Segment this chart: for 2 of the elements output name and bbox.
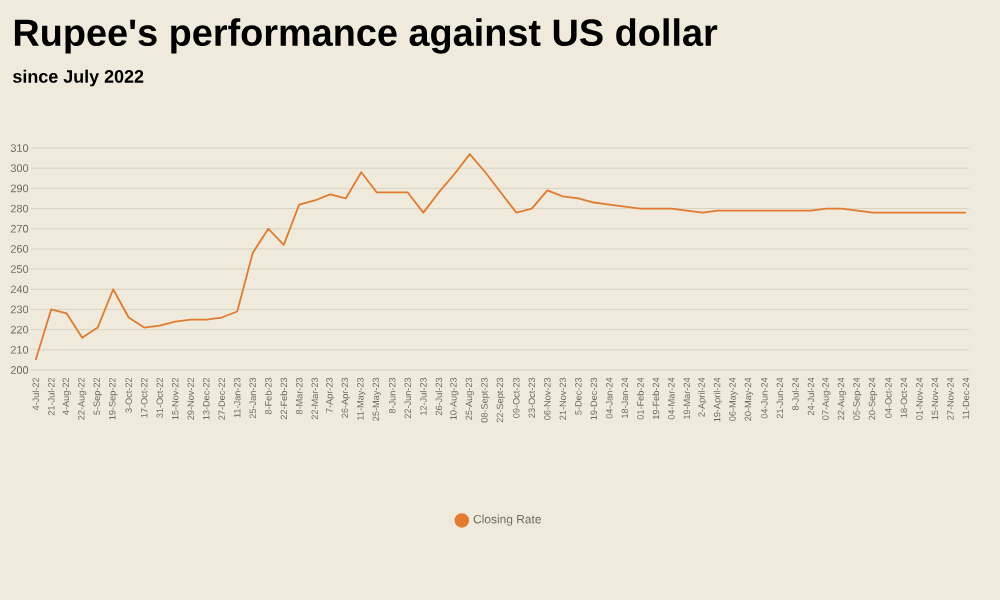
chart-subtitle: since July 2022 — [13, 69, 144, 87]
chart-title: Rupee's performance against US dollar — [14, 18, 718, 54]
